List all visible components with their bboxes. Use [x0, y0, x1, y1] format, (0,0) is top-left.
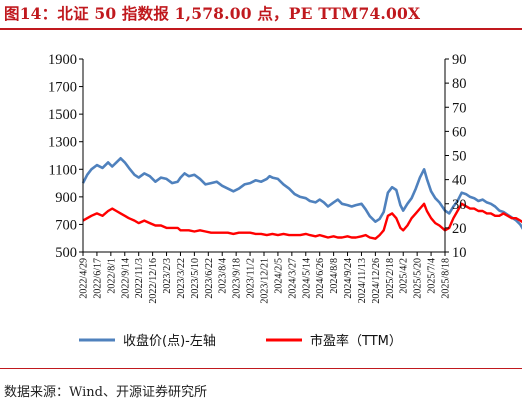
x-tick-label: 2023/11/2: [246, 258, 257, 298]
x-tick-label: 2024/5/14: [301, 258, 312, 299]
x-tick-label: 2023/5/10: [190, 258, 201, 299]
source-note: 数据来源：Wind、开源证券研究所: [4, 385, 207, 400]
bottom-rule: [0, 368, 522, 369]
x-tick-label: 2023/9/18: [232, 258, 243, 299]
y-right-tick-label: 80: [452, 76, 467, 92]
series-line-pe-ttm: [82, 202, 522, 240]
x-tick-label: 2023/6/22: [204, 258, 215, 299]
x-tick-label: 2025/2/18: [385, 258, 396, 299]
x-tick-label: 2024/2/5: [273, 258, 284, 294]
x-tick-label: 2023/8/4: [218, 258, 229, 294]
figure-title: 图14：北证 50 指数报 1,578.00 点，PE TTM74.00X: [4, 4, 421, 23]
x-tick-label: 2023/12/21: [260, 258, 271, 304]
x-tick-label: 2024/6/26: [315, 258, 326, 299]
legend-label: 市盈率（TTM）: [310, 333, 402, 349]
series-line-close-price: [81, 157, 522, 230]
x-tick-label: 2022/9/14: [120, 258, 131, 299]
x-tick-label: 2024/3/27: [287, 258, 298, 299]
x-tick-label: 2022/8/1: [106, 258, 117, 294]
y-right-tick-label: 20: [452, 221, 467, 237]
y-left-tick-label: 1300: [48, 135, 77, 151]
y-left-tick-label: 1100: [49, 162, 77, 178]
x-tick-label: 2022/4/29: [79, 258, 90, 299]
y-right-tick-label: 10: [452, 245, 467, 261]
y-left-tick-label: 900: [55, 190, 77, 206]
y-right-tick-label: 70: [452, 100, 467, 116]
legend-label: 收盘价(点)-左轴: [123, 333, 216, 349]
y-right-tick-label: 50: [452, 149, 467, 165]
x-tick-label: 2024/11/13: [357, 258, 368, 303]
y-left-tick-label: 700: [55, 217, 77, 233]
x-tick-label: 2023/2/3: [162, 258, 173, 294]
x-tick-label: 2023/3/22: [176, 258, 187, 299]
x-tick-label: 2025/4/2: [399, 258, 410, 294]
y-left-tick-label: 1900: [48, 52, 77, 68]
title-rule: [0, 28, 522, 30]
y-right-tick-label: 30: [452, 197, 467, 213]
x-tick-label: 2025/8/18: [441, 258, 452, 299]
y-right-tick-label: 60: [452, 124, 467, 140]
line-chart: 500 700 900 1100 1300 1500 1700 1900 10 20 30 40 50…: [48, 52, 522, 349]
y-right-tick-label: 40: [452, 173, 467, 189]
x-tick-label: 2024/12/26: [371, 258, 382, 304]
x-tick-label: 2025/5/20: [413, 258, 424, 299]
y-left-tick-label: 1700: [48, 80, 77, 96]
x-tick-label: 2024/9/24: [343, 258, 354, 299]
y-left-tick-label: 500: [55, 245, 77, 261]
x-tick-label: 2024/8/8: [329, 258, 340, 294]
y-left-tick-label: 1500: [48, 107, 77, 123]
x-tick-label: 2022/6/17: [92, 258, 103, 299]
y-right-tick-label: 90: [452, 52, 467, 68]
x-tick-label: 2025/7/4: [427, 258, 438, 294]
x-tick-label: 2022/12/16: [148, 258, 159, 304]
x-tick-label: 2022/11/3: [134, 258, 145, 298]
